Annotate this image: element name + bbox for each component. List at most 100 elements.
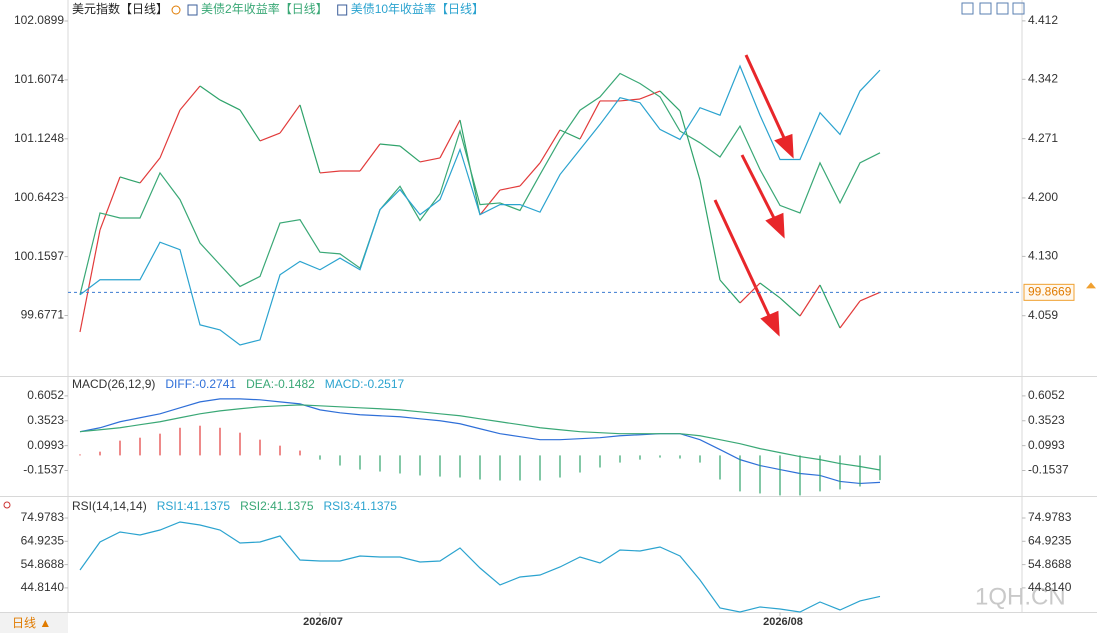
macd-bar bbox=[279, 445, 281, 456]
macd-bar bbox=[219, 427, 221, 456]
legend-label: DEA:-0.1482 bbox=[246, 377, 315, 391]
macd-bar bbox=[359, 455, 361, 470]
y-tick-label: 4.059 bbox=[1028, 308, 1058, 322]
macd-bar bbox=[479, 455, 481, 480]
y-tick-label: 44.8140 bbox=[21, 580, 65, 594]
legend-label: 美债10年收益率【日线】 bbox=[351, 1, 484, 16]
macd-bar bbox=[299, 450, 301, 456]
macd-bar bbox=[379, 455, 381, 472]
series-segment bbox=[759, 282, 781, 299]
legend-label: DIFF:-0.2741 bbox=[165, 377, 236, 391]
macd-bar bbox=[619, 455, 621, 463]
macd-bar bbox=[839, 455, 841, 490]
y-tick-label: 64.9235 bbox=[21, 533, 65, 547]
series-segment bbox=[479, 189, 501, 216]
macd-bar bbox=[819, 455, 821, 492]
y-tick-label: 100.6423 bbox=[14, 190, 64, 204]
series-segment bbox=[419, 157, 441, 163]
current-value-label: 99.8669 bbox=[1028, 285, 1072, 299]
series-segment bbox=[279, 104, 301, 134]
period-button-bg[interactable] bbox=[0, 613, 68, 633]
macd-bar bbox=[119, 440, 121, 456]
series-segment bbox=[399, 145, 421, 163]
macd-bar bbox=[799, 455, 801, 496]
series-segment bbox=[439, 119, 461, 159]
series-segment bbox=[219, 99, 241, 111]
series-line bbox=[79, 404, 881, 471]
y-tick-label: 101.1248 bbox=[14, 131, 64, 145]
series-segment bbox=[839, 300, 861, 329]
tool-icon[interactable] bbox=[996, 2, 1009, 15]
panel-title: MACD(26,12,9) bbox=[72, 377, 155, 391]
y-tick-label: -0.1537 bbox=[23, 463, 64, 477]
y-tick-label: 0.0993 bbox=[27, 438, 64, 452]
series-segment bbox=[99, 176, 121, 231]
series-segment bbox=[639, 90, 661, 100]
macd-bar bbox=[559, 455, 561, 478]
legend-label: MACD:-0.2517 bbox=[325, 377, 405, 391]
macd-bar bbox=[779, 455, 781, 496]
y-tick-label: 4.271 bbox=[1028, 131, 1058, 145]
series-segment bbox=[539, 129, 561, 164]
y-tick-label: 99.6771 bbox=[21, 308, 65, 322]
y-tick-label: 101.6074 bbox=[14, 72, 64, 86]
legend-icon bbox=[337, 4, 348, 16]
legend-label: RSI1:41.1375 bbox=[157, 499, 231, 513]
y-tick-label: 4.130 bbox=[1028, 249, 1058, 263]
tool-icon[interactable] bbox=[979, 2, 992, 15]
series-segment bbox=[499, 185, 521, 191]
macd-bar bbox=[319, 455, 321, 460]
series-segment bbox=[379, 143, 401, 147]
series-line bbox=[79, 72, 881, 295]
macd-bar bbox=[739, 455, 741, 492]
series-segment bbox=[79, 229, 101, 333]
macd-bar bbox=[439, 455, 441, 477]
y-tick-label: 74.9783 bbox=[21, 510, 65, 524]
series-segment bbox=[139, 157, 161, 184]
macd-bar bbox=[759, 455, 761, 494]
y-tick-label: 0.6052 bbox=[1028, 388, 1065, 402]
series-segment bbox=[179, 85, 201, 111]
series-segment bbox=[519, 162, 541, 187]
annotation-arrows bbox=[713, 54, 794, 337]
macd-bar bbox=[259, 439, 261, 456]
y-tick-label: 4.342 bbox=[1028, 72, 1058, 86]
y-tick-label: 64.9235 bbox=[1028, 533, 1072, 547]
legend-label: 美元指数【日线】 bbox=[72, 1, 168, 16]
legend-toggle[interactable] bbox=[171, 5, 181, 15]
current-value-marker bbox=[1086, 282, 1096, 289]
y-tick-label: 102.0899 bbox=[14, 13, 64, 27]
macd-bar bbox=[239, 432, 241, 456]
y-tick-label: 0.0993 bbox=[1028, 438, 1065, 452]
series-segment bbox=[299, 104, 321, 174]
macd-bar bbox=[699, 455, 701, 463]
y-tick-label: 4.412 bbox=[1028, 13, 1058, 27]
series-segment bbox=[679, 110, 701, 181]
series-segment bbox=[239, 109, 261, 142]
macd-bar bbox=[639, 455, 641, 460]
tool-icon[interactable] bbox=[961, 2, 974, 15]
y-tick-label: 54.8688 bbox=[21, 557, 65, 571]
y-tick-label: 4.200 bbox=[1028, 190, 1058, 204]
series-line bbox=[79, 521, 881, 613]
rsi-icon bbox=[3, 501, 11, 509]
macd-bar bbox=[579, 455, 581, 473]
series-segment bbox=[859, 291, 881, 302]
macd-bar bbox=[499, 455, 501, 481]
series-segment bbox=[659, 90, 681, 112]
macd-bar bbox=[139, 437, 141, 456]
tool-icon[interactable] bbox=[1012, 2, 1025, 15]
legend-label: 美债2年收益率【日线】 bbox=[201, 1, 328, 16]
series-segment bbox=[739, 282, 761, 304]
macd-bar bbox=[399, 455, 401, 474]
y-tick-label: 0.6052 bbox=[27, 388, 64, 402]
macd-bar bbox=[539, 455, 541, 481]
period-button[interactable]: 日线 ▲ bbox=[12, 616, 51, 630]
macd-bar bbox=[679, 455, 681, 459]
watermark: 1QH.CN bbox=[975, 583, 1066, 610]
x-tick-label: 2026/08 bbox=[763, 616, 803, 628]
series-segment bbox=[579, 100, 601, 140]
series-segment bbox=[719, 279, 741, 304]
macd-bar bbox=[419, 455, 421, 476]
